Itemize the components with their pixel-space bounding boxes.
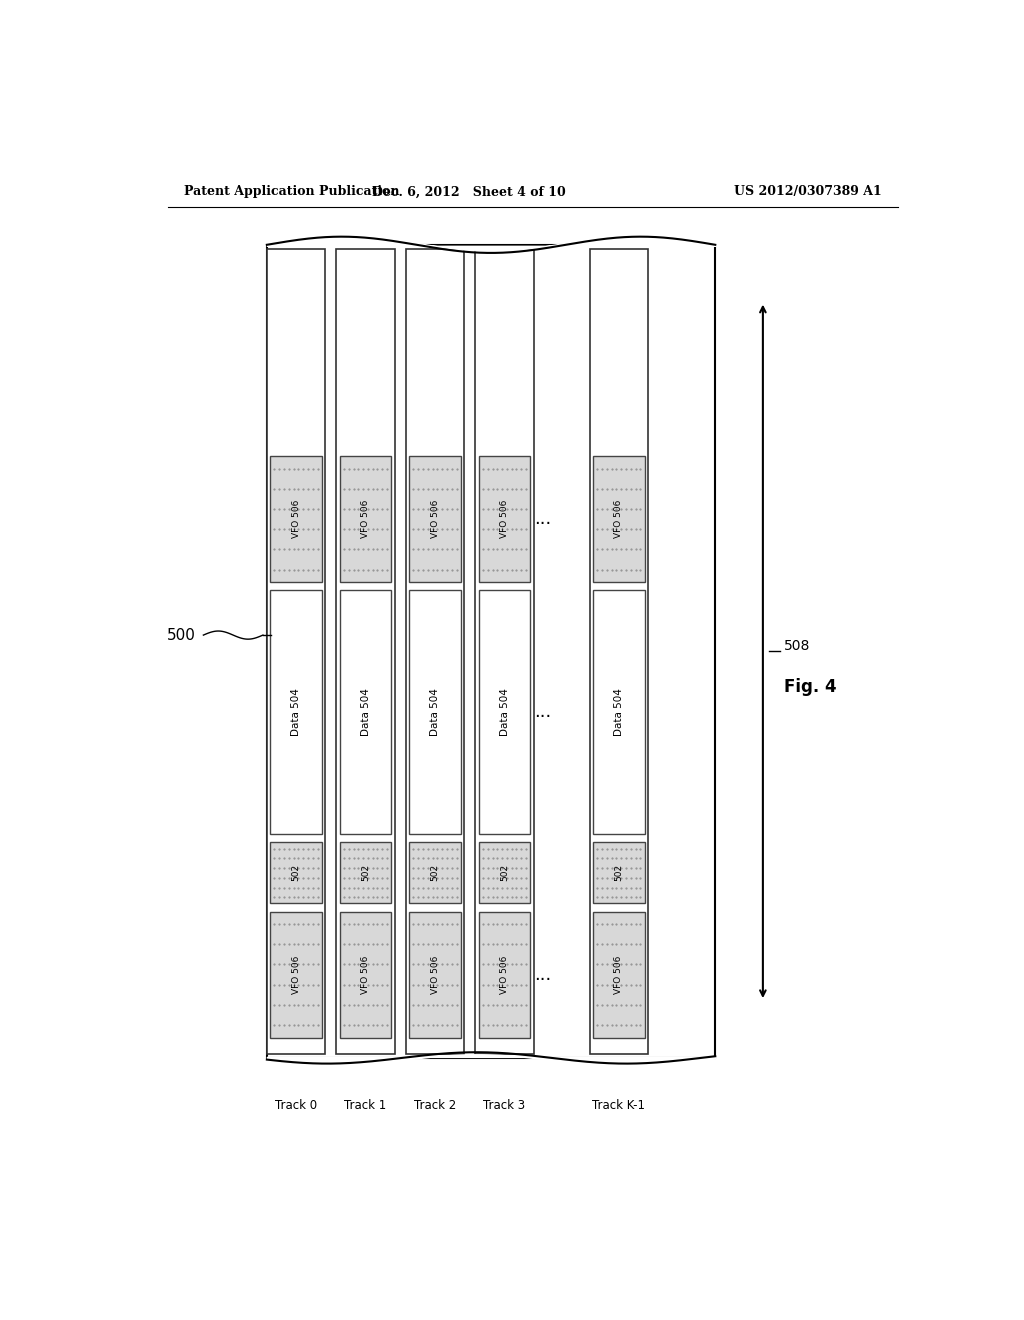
Bar <box>479 590 530 834</box>
Text: VFO 506: VFO 506 <box>292 500 300 539</box>
Bar <box>593 590 644 834</box>
Bar <box>479 842 530 903</box>
Text: Data 504: Data 504 <box>291 689 301 737</box>
Bar <box>479 457 530 582</box>
Bar <box>479 912 530 1038</box>
Text: 502: 502 <box>430 865 439 882</box>
Bar <box>340 912 391 1038</box>
Bar <box>593 457 644 582</box>
Bar <box>590 249 648 1053</box>
Text: Track 0: Track 0 <box>275 1098 317 1111</box>
Bar <box>340 457 391 582</box>
Text: 508: 508 <box>784 639 811 653</box>
Bar <box>267 244 715 1057</box>
Text: Fig. 4: Fig. 4 <box>784 678 837 696</box>
Text: Data 504: Data 504 <box>613 689 624 737</box>
Text: Data 504: Data 504 <box>430 689 440 737</box>
Text: Data 504: Data 504 <box>500 689 510 737</box>
Text: VFO 506: VFO 506 <box>430 500 439 539</box>
Bar <box>270 457 322 582</box>
Bar <box>340 590 391 834</box>
Bar <box>410 842 461 903</box>
Text: VFO 506: VFO 506 <box>500 500 509 539</box>
Text: Track K-1: Track K-1 <box>592 1098 645 1111</box>
Bar <box>336 249 394 1053</box>
Text: 502: 502 <box>614 865 624 882</box>
Text: Track 1: Track 1 <box>344 1098 387 1111</box>
Text: VFO 506: VFO 506 <box>430 956 439 994</box>
Text: VFO 506: VFO 506 <box>361 500 370 539</box>
Text: 502: 502 <box>292 865 300 882</box>
Bar <box>270 590 322 834</box>
Text: ...: ... <box>534 704 551 721</box>
Bar <box>593 912 644 1038</box>
Bar <box>267 249 326 1053</box>
Text: Track 2: Track 2 <box>414 1098 456 1111</box>
Text: ...: ... <box>534 965 551 983</box>
Bar <box>340 842 391 903</box>
Bar <box>410 457 461 582</box>
Text: ...: ... <box>534 511 551 528</box>
Bar <box>270 842 322 903</box>
Text: 500: 500 <box>167 627 196 643</box>
Bar <box>410 912 461 1038</box>
Text: Track 3: Track 3 <box>483 1098 525 1111</box>
Bar <box>593 842 644 903</box>
Text: 502: 502 <box>361 865 370 882</box>
Bar <box>475 249 534 1053</box>
Text: VFO 506: VFO 506 <box>614 500 624 539</box>
Text: VFO 506: VFO 506 <box>292 956 300 994</box>
Bar <box>406 249 464 1053</box>
Text: US 2012/0307389 A1: US 2012/0307389 A1 <box>734 185 882 198</box>
Text: Dec. 6, 2012   Sheet 4 of 10: Dec. 6, 2012 Sheet 4 of 10 <box>373 185 566 198</box>
Text: 502: 502 <box>500 865 509 882</box>
Text: VFO 506: VFO 506 <box>361 956 370 994</box>
Text: VFO 506: VFO 506 <box>500 956 509 994</box>
Text: Data 504: Data 504 <box>360 689 371 737</box>
Bar <box>410 590 461 834</box>
Text: Patent Application Publication: Patent Application Publication <box>183 185 399 198</box>
Text: VFO 506: VFO 506 <box>614 956 624 994</box>
Bar <box>270 912 322 1038</box>
